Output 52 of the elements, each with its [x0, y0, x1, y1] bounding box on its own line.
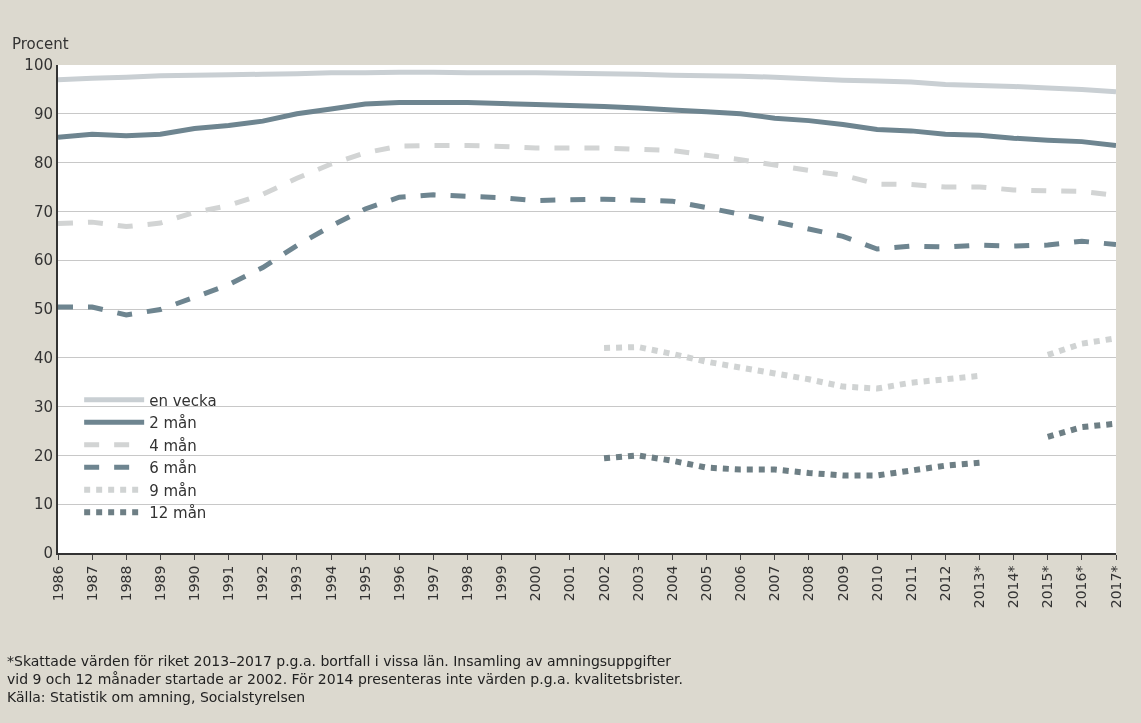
legend-label: 6 mån — [149, 459, 197, 478]
legend-label: 2 mån — [149, 414, 197, 433]
x-tick-label: 1996 — [390, 565, 407, 602]
x-tick-label: 2017* — [1107, 565, 1124, 609]
x-tick-label: 1987 — [83, 565, 100, 602]
y-tick-label: 100 — [24, 56, 53, 75]
x-tick-label: 2014* — [1005, 565, 1022, 609]
y-tick-label: 0 — [43, 544, 53, 563]
y-tick-label: 80 — [33, 153, 53, 172]
y-tick-label: 60 — [33, 251, 53, 270]
y-tick-label: 10 — [33, 495, 53, 514]
legend-label: 12 mån — [149, 504, 207, 523]
x-tick-label: 1995 — [356, 565, 373, 602]
x-tick-label: 1997 — [424, 565, 441, 602]
x-tick-label: 2005 — [698, 565, 714, 602]
x-tick-label: 2007 — [766, 565, 783, 602]
x-tick-label: 2003 — [629, 565, 646, 602]
y-tick-label: 70 — [33, 202, 53, 221]
y-axis-title: Procent — [12, 35, 69, 53]
x-tick-label: 1992 — [254, 565, 271, 602]
x-tick-label: 1993 — [288, 565, 305, 602]
x-tick-label: 1999 — [493, 565, 510, 602]
text: *Skattade värden för riket 2013–2017 p.g.a. bortfall i vissa län. Insamling av amningsuppgifter vid 9 och 12 månader startade ar 2002. För 2014 presenteras inte värden p.g.a. kvalitetsbrister. — [7, 653, 684, 688]
x-tick-label: 2010 — [868, 565, 885, 602]
x-tick-label: 2011 — [902, 565, 919, 602]
x-tick-label: 2016* — [1073, 565, 1090, 609]
x-tick-label: 2002 — [595, 565, 612, 602]
x-tick-label: 2008 — [800, 565, 817, 602]
legend-label: 4 mån — [149, 436, 197, 455]
x-tick-label: 1994 — [322, 565, 339, 602]
x-tick-label: 2004 — [663, 565, 680, 602]
legend-label: 9 mån — [149, 481, 197, 500]
x-tick-label: 1988 — [117, 565, 134, 602]
x-tick-label: 2009 — [834, 565, 851, 602]
x-tick-label: 2001 — [561, 565, 578, 602]
x-tick-label: 1986 — [49, 565, 66, 602]
x-tick-label: 2013* — [971, 565, 988, 609]
x-tick-label: 1998 — [459, 565, 476, 602]
y-tick-label: 20 — [33, 446, 53, 465]
y-tick-label: 40 — [33, 349, 53, 368]
legend-label: en vecka — [149, 391, 217, 410]
y-tick-label: 90 — [33, 105, 53, 124]
x-tick-label: 1990 — [186, 565, 203, 602]
x-tick-label: 2006 — [732, 565, 749, 602]
x-tick-label: 2000 — [527, 565, 544, 602]
x-tick-label: 1989 — [151, 565, 168, 602]
text: Källa: Statistik om amning, Socialstyrelsen — [7, 689, 306, 706]
x-tick-label: 1991 — [220, 565, 237, 602]
x-tick-label: 2012 — [936, 565, 953, 602]
y-tick-label: 50 — [33, 300, 53, 319]
x-tick-label: 2015* — [1039, 565, 1056, 609]
y-tick-label: 30 — [33, 397, 53, 416]
